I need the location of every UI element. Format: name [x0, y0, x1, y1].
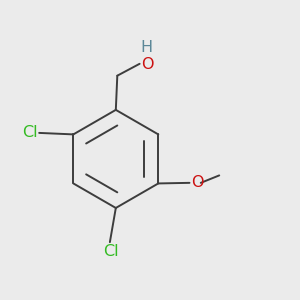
- Text: O: O: [141, 57, 153, 72]
- Text: Cl: Cl: [103, 244, 118, 259]
- Text: H: H: [140, 40, 153, 55]
- Text: O: O: [191, 175, 203, 190]
- Text: Cl: Cl: [22, 125, 38, 140]
